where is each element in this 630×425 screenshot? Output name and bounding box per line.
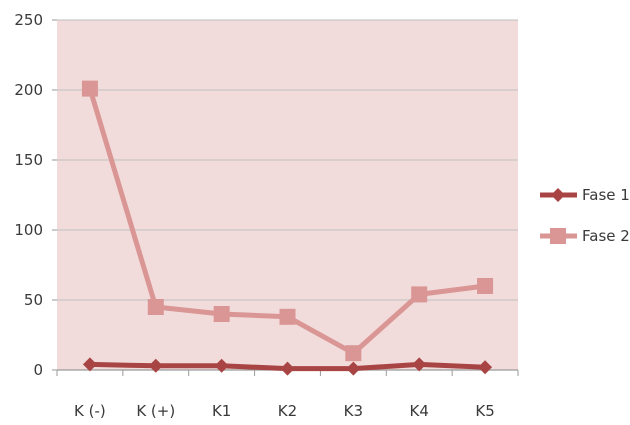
data-point (214, 358, 229, 373)
data-point (213, 306, 230, 322)
legend-item: Fase 2 (540, 227, 630, 245)
x-tick-label: K5 (475, 402, 494, 420)
data-point (280, 361, 295, 376)
x-tick-label: K4 (410, 402, 429, 420)
y-axis: 0 50 100 150 200 250 (14, 11, 57, 379)
legend-label: Fase 1 (582, 186, 630, 204)
data-point (478, 360, 493, 375)
series-fase-1 (82, 357, 493, 376)
x-tick-label: K (+) (136, 402, 175, 420)
legend-item: Fase 1 (540, 186, 630, 204)
series-layer (81, 80, 494, 376)
y-tick-label: 200 (14, 81, 43, 99)
x-axis: K (-) K (+) K1 K2 K3 K4 K5 (56, 370, 519, 420)
data-point (345, 345, 362, 362)
legend-label: Fase 2 (582, 227, 630, 245)
data-point (411, 286, 428, 303)
data-point (477, 278, 494, 294)
x-tick-label: K3 (344, 402, 363, 420)
data-point (412, 357, 427, 372)
data-point (81, 80, 98, 97)
y-tick-label: 0 (33, 361, 43, 379)
series-fase-2 (81, 80, 494, 362)
y-tick-label: 250 (14, 11, 43, 29)
legend: Fase 1 Fase 2 (540, 186, 630, 245)
x-tick-label: K1 (212, 402, 231, 420)
data-point (279, 308, 296, 325)
data-point (148, 358, 163, 373)
data-point (147, 299, 164, 315)
x-tick-label: K (-) (74, 402, 106, 420)
x-tick-label: K2 (278, 402, 297, 420)
legend-marker (551, 188, 565, 202)
y-tick-label: 50 (24, 291, 43, 309)
data-point (82, 357, 97, 372)
legend-marker (550, 228, 566, 244)
data-point (346, 361, 361, 376)
y-tick-label: 100 (14, 221, 43, 239)
y-tick-label: 150 (14, 151, 43, 169)
